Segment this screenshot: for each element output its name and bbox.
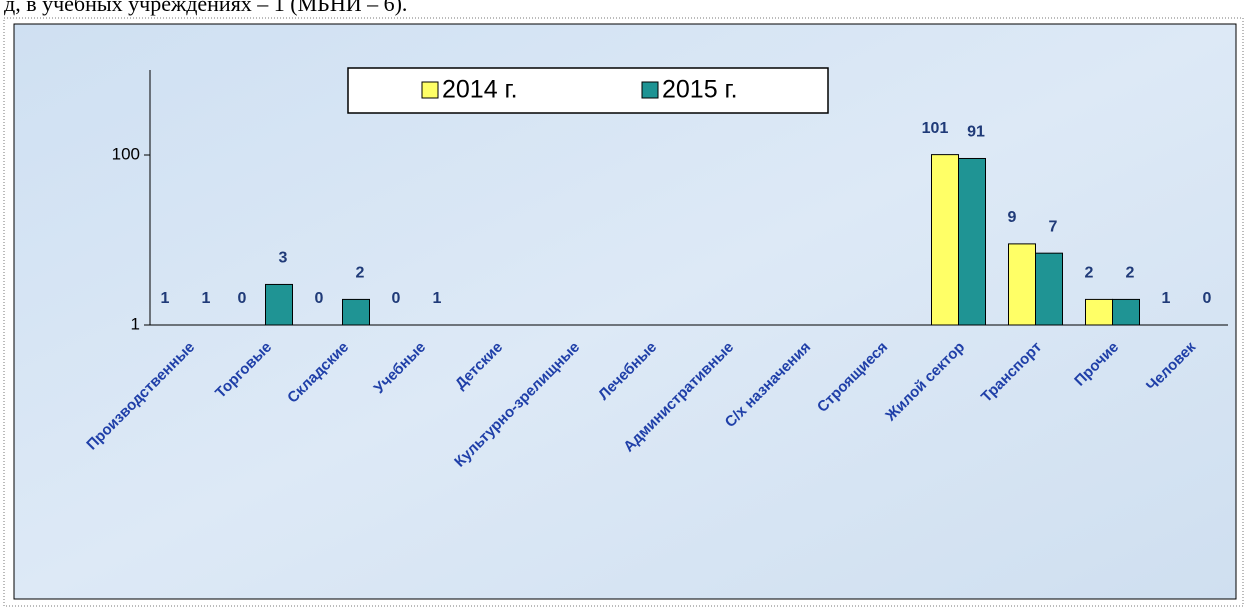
- value-label: 0: [315, 290, 324, 307]
- value-label: 3: [279, 250, 288, 267]
- bar: [931, 154, 959, 326]
- bar: [265, 283, 293, 326]
- value-label: 1: [433, 290, 442, 307]
- value-label: 1: [202, 290, 211, 307]
- y-tick-label: 100: [112, 144, 140, 163]
- value-label: 91: [967, 124, 985, 141]
- legend-swatch: [641, 81, 659, 99]
- value-label: 1: [161, 290, 170, 307]
- legend-label: 2014 г.: [442, 76, 518, 104]
- bar: [958, 157, 986, 326]
- value-label: 101: [922, 120, 949, 137]
- value-label: 9: [1008, 209, 1017, 226]
- legend-label: 2015 г.: [662, 76, 738, 104]
- bar: [1008, 243, 1036, 326]
- value-label: 2: [1126, 265, 1135, 282]
- bar: [342, 298, 370, 326]
- value-label: 2: [356, 265, 365, 282]
- value-label: 0: [392, 290, 401, 307]
- legend-swatch: [421, 81, 439, 99]
- bar: [1112, 298, 1140, 326]
- value-label: 7: [1049, 218, 1058, 235]
- value-label: 1: [1162, 290, 1171, 307]
- legend: [347, 67, 829, 114]
- value-label: 0: [1203, 290, 1212, 307]
- page-text: д, в учебных учреждениях – 1 (МБНИ – 6).: [4, 0, 407, 16]
- y-tick-label: 1: [131, 314, 140, 333]
- value-label: 0: [238, 290, 247, 307]
- bar: [1085, 298, 1113, 326]
- value-label: 2: [1085, 265, 1094, 282]
- bar: [1035, 252, 1063, 326]
